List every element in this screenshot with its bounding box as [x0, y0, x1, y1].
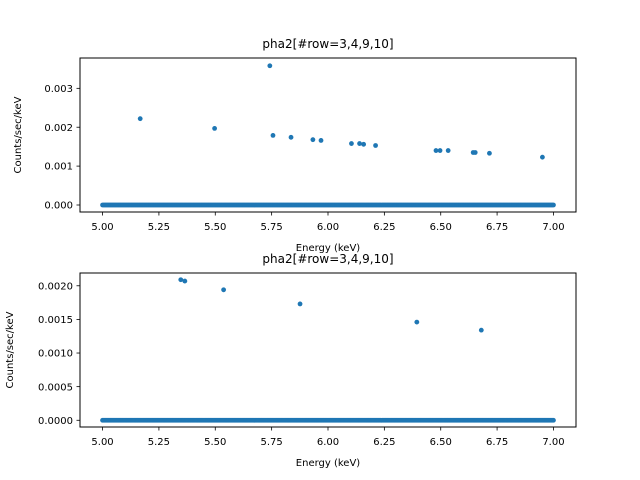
x-tick-label: 5.25: [148, 222, 170, 233]
x-tick-label: 6.50: [430, 222, 452, 233]
data-point: [445, 148, 451, 153]
y-tick-label: 0.0015: [38, 315, 73, 326]
bottom-chart-title: pha2[#row=3,4,9,10]: [262, 252, 393, 266]
y-tick-label: 0.0005: [38, 382, 73, 393]
y-tick-label: 0.001: [44, 162, 73, 173]
data-point: [433, 148, 439, 153]
data-point: [349, 141, 354, 146]
top-subplot: 5.00 5.25 5.50 5.75 6.00 6.25 6.50 6.75 7.00 0.0…: [13, 37, 577, 254]
data-point: [221, 287, 227, 293]
data-point: [318, 138, 324, 143]
data-point: [267, 63, 273, 69]
bottom-y-axis: 0.0000 0.0005 0.0010 0.0015 0.0020: [38, 281, 80, 427]
x-tick-label: 5.25: [148, 437, 170, 448]
top-x-axis: 5.00 5.25 5.50 5.75 6.00 6.25 6.50 6.75 7.00: [91, 212, 565, 233]
x-tick-label: 5.75: [261, 437, 283, 448]
x-tick-label: 6.00: [317, 437, 339, 448]
data-point: [357, 141, 362, 146]
data-point: [487, 150, 492, 156]
data-point: [478, 327, 484, 333]
top-x-axis-label: Energy (keV): [296, 243, 361, 254]
top-chart-title: pha2[#row=3,4,9,10]: [262, 37, 393, 51]
data-point: [373, 143, 378, 148]
x-tick-label: 6.75: [486, 437, 508, 448]
x-tick-label: 5.75: [261, 222, 283, 233]
y-tick-label: 0.0010: [38, 349, 73, 360]
y-tick-label: 0.003: [44, 84, 73, 95]
data-point: [551, 417, 556, 423]
top-y-axis: 0.000 0.001 0.002 0.003: [44, 84, 80, 212]
data-point: [540, 154, 545, 160]
data-point: [361, 141, 367, 147]
bottom-scatter-points: [100, 277, 556, 423]
data-point: [472, 150, 478, 155]
x-tick-label: 5.00: [91, 222, 113, 233]
top-scatter-points: [100, 63, 556, 208]
x-tick-label: 6.25: [373, 222, 395, 233]
data-point: [212, 125, 218, 131]
x-tick-label: 6.75: [486, 222, 508, 233]
x-tick-label: 5.50: [204, 437, 226, 448]
data-point: [414, 319, 420, 325]
x-tick-label: 7.00: [542, 437, 564, 448]
y-tick-label: 0.0020: [38, 281, 73, 292]
data-point: [178, 277, 184, 283]
data-point: [288, 134, 294, 140]
data-point: [437, 148, 443, 153]
y-tick-label: 0.0000: [38, 416, 73, 427]
bottom-y-axis-label: Counts/sec/keV: [5, 311, 16, 388]
x-tick-label: 7.00: [542, 222, 564, 233]
data-point: [182, 278, 188, 284]
x-tick-label: 5.00: [91, 437, 113, 448]
bottom-x-axis-label: Energy (keV): [296, 458, 361, 469]
bottom-x-axis: 5.00 5.25 5.50 5.75 6.00 6.25 6.50 6.75 7.00: [91, 427, 565, 448]
x-tick-label: 5.50: [204, 222, 226, 233]
y-tick-label: 0.002: [44, 123, 73, 134]
bottom-subplot: 5.00 5.25 5.50 5.75 6.00 6.25 6.50 6.75 7.00 0.0…: [5, 252, 577, 469]
data-point: [270, 132, 276, 138]
top-y-axis-label: Counts/sec/keV: [13, 96, 24, 173]
data-point: [297, 301, 303, 307]
x-tick-label: 6.25: [373, 437, 395, 448]
data-point: [310, 137, 316, 143]
x-tick-label: 6.00: [317, 222, 339, 233]
y-tick-label: 0.000: [44, 201, 73, 212]
data-point: [137, 116, 143, 122]
x-tick-label: 6.50: [430, 437, 452, 448]
data-point: [551, 202, 556, 208]
